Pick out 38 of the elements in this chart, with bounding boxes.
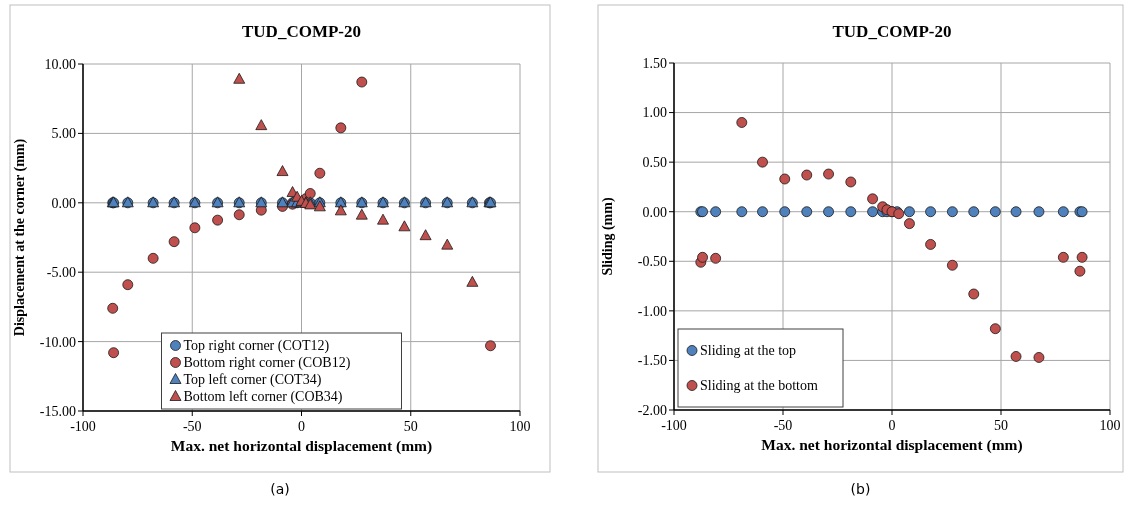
legend-label: Bottom left corner (COB34) [183, 389, 343, 406]
y-tick-label: -1.50 [637, 353, 667, 369]
x-tick-label: 100 [1099, 418, 1121, 433]
x-tick-label: -50 [182, 419, 202, 434]
x-tick-label: 100 [509, 419, 531, 434]
chart-title: TUD_COMP-20 [832, 22, 952, 41]
y-axis-title: Displacement at the corner (mm) [12, 138, 28, 337]
x-tick-label: -100 [70, 419, 96, 434]
text: (b) [850, 481, 871, 497]
x-axis-title: Max. net horizontal displacement (mm) [170, 437, 433, 455]
x-tick-label: 0 [298, 419, 305, 434]
text: (a) [270, 481, 290, 497]
x-tick-label: -50 [773, 418, 793, 433]
y-tick-label: -0.50 [637, 254, 667, 270]
y-tick-label: 1.50 [642, 55, 667, 71]
y-tick-label: 0.00 [51, 195, 76, 211]
y-tick-label: -2.00 [637, 402, 667, 418]
x-tick-label: 0 [888, 418, 896, 433]
y-axis-title: Sliding (mm) [600, 197, 616, 276]
y-tick-label: 1.00 [642, 105, 667, 121]
y-tick-label: -1.00 [637, 303, 667, 319]
legend-label: Top left corner (COT34) [183, 372, 322, 389]
x-tick-label: -100 [661, 418, 687, 433]
chart-title: TUD_COMP-20 [242, 22, 361, 41]
legend-label: Sliding at the top [700, 343, 797, 359]
y-tick-label: -10.00 [39, 334, 76, 350]
legend-label: Top right corner (COT12) [183, 338, 330, 355]
x-tick-label: 50 [403, 419, 418, 434]
legend-label: Bottom right corner (COB12) [183, 355, 351, 372]
x-axis-title: Max. net horizontal displacement (mm) [761, 436, 1023, 454]
y-tick-label: 5.00 [51, 126, 76, 142]
y-tick-label: 0.50 [642, 155, 667, 171]
legend-label: Sliding at the bottom [700, 378, 818, 394]
y-tick-label: -15.00 [39, 403, 76, 419]
x-tick-label: 50 [994, 418, 1008, 433]
y-tick-label: -5.00 [46, 265, 76, 281]
y-tick-label: 0.00 [642, 204, 667, 220]
y-tick-label: 10.00 [44, 56, 76, 72]
